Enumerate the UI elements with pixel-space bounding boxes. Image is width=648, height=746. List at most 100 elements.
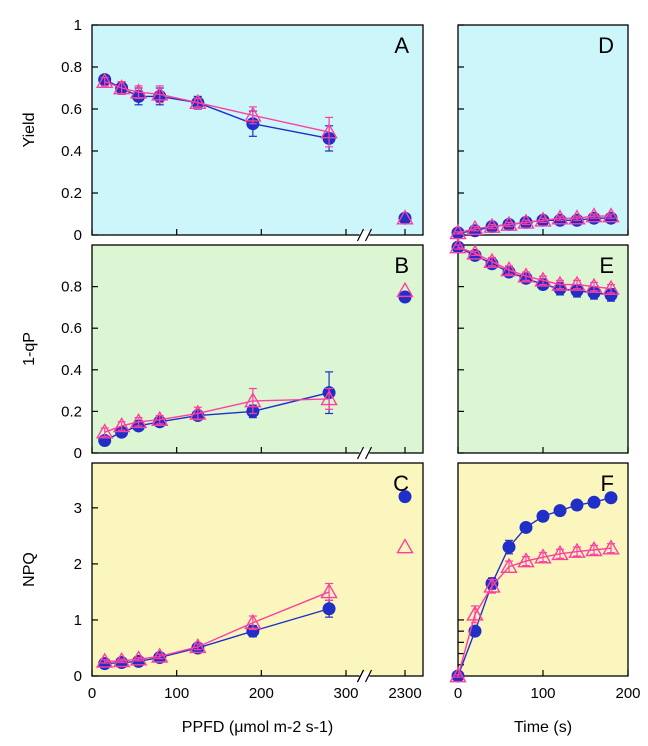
- data-point-triangle: [466, 219, 484, 236]
- y-tick-label: 0: [74, 445, 82, 462]
- data-point-triangle: [517, 213, 535, 229]
- data-point-triangle: [129, 83, 148, 99]
- data-point-triangle: [602, 539, 620, 555]
- y-axis-label: NPQ: [21, 552, 38, 587]
- data-point-triangle: [568, 275, 586, 291]
- y-tick-label: 0.2: [61, 403, 82, 420]
- data-point-triangle: [483, 217, 501, 233]
- panel-E: E: [449, 238, 629, 454]
- data-point-triangle: [320, 123, 338, 139]
- panel-label: D: [598, 33, 614, 58]
- data-point-triangle: [151, 410, 169, 427]
- axis-break-gap: [359, 449, 370, 457]
- data-point-triangle: [95, 652, 114, 668]
- data-point-triangle: [568, 209, 586, 225]
- x-tick-label: 100: [164, 685, 189, 702]
- data-point-triangle: [396, 281, 414, 298]
- x-tick-label: 200: [249, 685, 274, 702]
- data-point-triangle: [585, 277, 603, 293]
- data-point-triangle: [551, 209, 569, 225]
- series-line-circle: [457, 497, 612, 677]
- data-point-triangle: [95, 423, 114, 439]
- x-axis-label: PPFD (μmol m-2 s-1): [182, 719, 333, 736]
- data-point-triangle: [483, 252, 501, 268]
- data-point-triangle: [244, 392, 262, 408]
- x-tick-label: 200: [615, 685, 640, 702]
- data-point-triangle: [112, 651, 131, 668]
- y-tick-label: 0.8: [61, 279, 82, 296]
- panel-label: E: [599, 253, 614, 278]
- y-tick-label: 3: [74, 500, 82, 517]
- x-tick-label: 0: [454, 685, 462, 702]
- panel-label: A: [394, 33, 409, 58]
- y-tick-label: 0.4: [61, 143, 82, 160]
- data-point-triangle: [189, 404, 207, 420]
- y-tick-label: 0: [74, 668, 82, 685]
- data-point-triangle: [500, 215, 518, 231]
- panel-background: [91, 244, 424, 454]
- y-tick-label: 0.4: [61, 362, 82, 379]
- data-point-triangle: [483, 577, 501, 593]
- data-point-triangle: [129, 412, 148, 429]
- data-point-triangle: [534, 548, 552, 564]
- x-tick-label: 300: [333, 685, 358, 702]
- y-tick-label: 2: [74, 556, 82, 573]
- data-point-triangle: [95, 72, 114, 89]
- data-point-triangle: [585, 207, 603, 223]
- data-point-triangle: [517, 552, 535, 568]
- data-point-triangle: [129, 650, 148, 666]
- panel-B: 0 0.2 0.4 0.6 0.8 1-qP B: [21, 244, 424, 462]
- x-axis-label: Time (s): [514, 719, 572, 736]
- panel-background: [457, 462, 629, 677]
- data-point-triangle: [534, 211, 552, 227]
- axis-break-mark: [364, 669, 373, 683]
- x-tick-label: 2300: [388, 685, 421, 702]
- data-point-triangle: [396, 538, 414, 554]
- series-line-triangle: [457, 547, 612, 677]
- data-point-circle: [604, 491, 618, 505]
- y-tick-label: 0.6: [61, 101, 82, 118]
- panel-background: [91, 24, 424, 236]
- data-point-triangle: [551, 275, 569, 291]
- series-line-triangle: [457, 246, 612, 290]
- data-point-triangle: [534, 271, 552, 287]
- y-axis-label: Yield: [21, 113, 38, 148]
- axis-break-mark: [356, 228, 365, 242]
- y-tick-label: 0.6: [61, 320, 82, 337]
- data-point-circle: [322, 602, 336, 616]
- data-point-triangle: [449, 667, 467, 683]
- data-point-triangle: [466, 244, 484, 260]
- data-point-triangle: [189, 93, 207, 110]
- panel-A: 0 0.2 0.4 0.6 0.8 1 Yield A: [21, 17, 424, 244]
- panel-background: [91, 462, 424, 677]
- panel-D: D: [449, 24, 629, 240]
- data-point-triangle: [244, 613, 262, 630]
- data-point-triangle: [585, 540, 603, 557]
- data-point-triangle: [112, 79, 131, 95]
- y-tick-label: 0: [74, 227, 82, 244]
- data-point-triangle: [244, 106, 262, 122]
- x-tick-label: 100: [530, 685, 555, 702]
- panel-label: C: [393, 471, 409, 496]
- axis-break-mark: [356, 446, 365, 460]
- y-axis-label: 1-qP: [21, 332, 38, 366]
- data-point-triangle: [602, 207, 620, 223]
- data-point-triangle: [151, 647, 169, 663]
- series-line-triangle: [457, 215, 611, 234]
- data-point-triangle: [396, 209, 414, 225]
- data-point-triangle: [602, 279, 620, 296]
- data-point-triangle: [517, 267, 535, 283]
- panel-background: [457, 24, 629, 236]
- data-point-triangle: [449, 238, 467, 254]
- data-point-triangle: [466, 605, 484, 621]
- data-point-circle: [519, 520, 533, 534]
- data-point-triangle: [112, 417, 131, 433]
- axis-break-gap: [359, 231, 370, 239]
- axis-break-mark: [364, 228, 373, 242]
- data-point-triangle: [551, 544, 569, 561]
- y-tick-label: 1: [74, 17, 82, 34]
- panel-label: F: [601, 471, 614, 496]
- data-point-triangle: [500, 261, 518, 277]
- data-point-triangle: [500, 557, 518, 574]
- data-point-triangle: [320, 390, 338, 406]
